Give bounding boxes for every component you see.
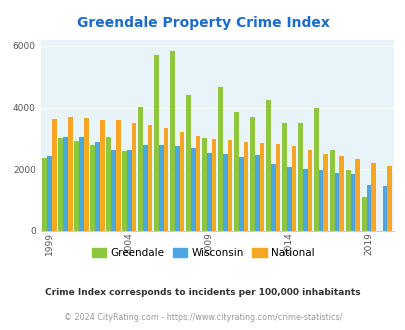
- Bar: [318, 170, 323, 231]
- Bar: [382, 186, 386, 231]
- Bar: [52, 119, 56, 231]
- Bar: [323, 154, 328, 231]
- Bar: [297, 123, 302, 231]
- Bar: [286, 167, 291, 231]
- Bar: [307, 150, 311, 231]
- Bar: [90, 145, 95, 231]
- Bar: [185, 95, 190, 231]
- Bar: [270, 164, 275, 231]
- Bar: [111, 150, 115, 231]
- Bar: [83, 118, 88, 231]
- Bar: [175, 146, 179, 231]
- Text: Crime Index corresponds to incidents per 100,000 inhabitants: Crime Index corresponds to incidents per…: [45, 287, 360, 297]
- Bar: [74, 142, 79, 231]
- Bar: [345, 171, 350, 231]
- Bar: [211, 139, 216, 231]
- Bar: [131, 123, 136, 231]
- Bar: [265, 100, 270, 231]
- Bar: [275, 144, 279, 231]
- Bar: [222, 154, 227, 231]
- Bar: [238, 157, 243, 231]
- Bar: [106, 137, 111, 231]
- Bar: [170, 51, 175, 231]
- Bar: [58, 138, 63, 231]
- Bar: [179, 132, 184, 231]
- Bar: [254, 155, 259, 231]
- Bar: [217, 87, 222, 231]
- Bar: [334, 173, 339, 231]
- Bar: [195, 136, 200, 231]
- Legend: Greendale, Wisconsin, National: Greendale, Wisconsin, National: [89, 246, 316, 260]
- Bar: [339, 156, 343, 231]
- Bar: [233, 112, 238, 231]
- Bar: [371, 163, 375, 231]
- Bar: [259, 143, 264, 231]
- Bar: [138, 107, 143, 231]
- Bar: [313, 109, 318, 231]
- Bar: [158, 145, 163, 231]
- Bar: [115, 120, 120, 231]
- Bar: [361, 197, 366, 231]
- Bar: [127, 150, 131, 231]
- Text: © 2024 CityRating.com - https://www.cityrating.com/crime-statistics/: © 2024 CityRating.com - https://www.city…: [64, 313, 341, 322]
- Bar: [366, 185, 371, 231]
- Bar: [386, 166, 391, 231]
- Bar: [329, 150, 334, 231]
- Bar: [227, 140, 232, 231]
- Bar: [100, 120, 104, 231]
- Bar: [143, 145, 147, 231]
- Bar: [122, 151, 127, 231]
- Bar: [355, 159, 359, 231]
- Bar: [63, 137, 68, 231]
- Bar: [79, 137, 83, 231]
- Bar: [147, 125, 152, 231]
- Text: Greendale Property Crime Index: Greendale Property Crime Index: [77, 16, 328, 30]
- Bar: [206, 152, 211, 231]
- Bar: [291, 146, 296, 231]
- Bar: [281, 123, 286, 231]
- Bar: [95, 142, 100, 231]
- Bar: [42, 158, 47, 231]
- Bar: [350, 174, 355, 231]
- Bar: [202, 138, 206, 231]
- Bar: [47, 156, 52, 231]
- Bar: [68, 117, 72, 231]
- Bar: [163, 128, 168, 231]
- Bar: [190, 148, 195, 231]
- Bar: [243, 142, 248, 231]
- Bar: [249, 117, 254, 231]
- Bar: [154, 55, 158, 231]
- Bar: [302, 169, 307, 231]
